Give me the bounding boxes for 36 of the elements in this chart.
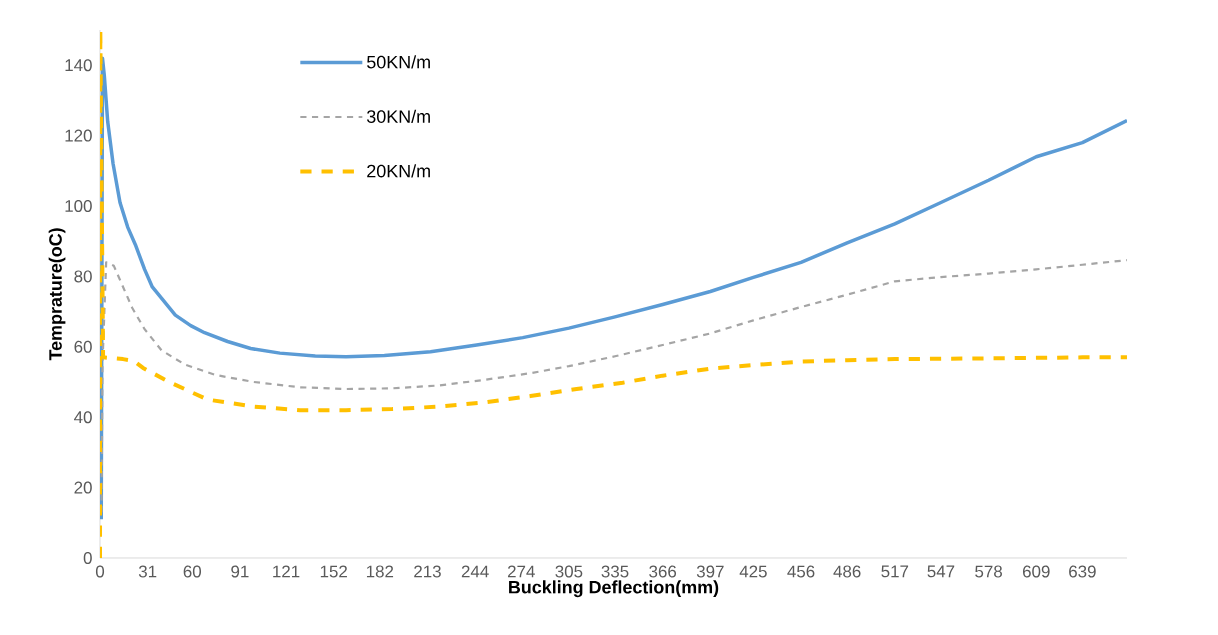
- x-tick-label: 366: [649, 565, 677, 578]
- x-tick-label: 305: [555, 565, 583, 578]
- legend-label: 20KN/m: [367, 164, 430, 178]
- x-tick-label: 152: [320, 565, 347, 578]
- line-series: [100, 259, 1127, 514]
- x-tick-label: 213: [414, 565, 441, 578]
- x-tick-label: 456: [787, 565, 815, 578]
- x-tick-label: 578: [975, 565, 1002, 578]
- x-tick-label: 425: [739, 565, 767, 578]
- y-tick-label: 100: [65, 199, 92, 212]
- x-tick-label: 639: [1069, 565, 1096, 578]
- x-tick-label: 31: [138, 565, 157, 578]
- x-tick-label: 60: [183, 565, 202, 578]
- x-tick-label: 517: [881, 565, 909, 578]
- x-axis-title: Buckling Deflection(mm): [509, 580, 719, 598]
- y-axis-title: Temprature(oC): [48, 228, 66, 361]
- x-tick-label: 182: [366, 565, 394, 578]
- y-tick-label: 60: [74, 340, 92, 353]
- x-tick-label: 244: [461, 565, 489, 578]
- y-tick-label: 20: [74, 481, 92, 494]
- y-tick-label: 140: [65, 59, 92, 72]
- x-tick-label: 609: [1022, 565, 1050, 578]
- x-tick-label: 121: [273, 565, 300, 578]
- x-tick-label: 0: [95, 565, 105, 578]
- x-tick-label: 547: [927, 565, 955, 578]
- y-tick-label: 40: [74, 411, 92, 424]
- y-tick-label: 80: [74, 270, 92, 283]
- x-tick-label: 335: [601, 565, 629, 578]
- x-tick-label: 397: [696, 565, 724, 578]
- x-tick-label: 486: [833, 565, 861, 578]
- x-tick-label: 274: [507, 565, 535, 578]
- y-tick-label: 0: [83, 551, 92, 564]
- x-tick-label: 91: [231, 565, 249, 578]
- legend-label: 50KN/m: [367, 55, 430, 69]
- y-tick-label: 120: [65, 129, 92, 142]
- legend-label: 30KN/m: [367, 109, 430, 123]
